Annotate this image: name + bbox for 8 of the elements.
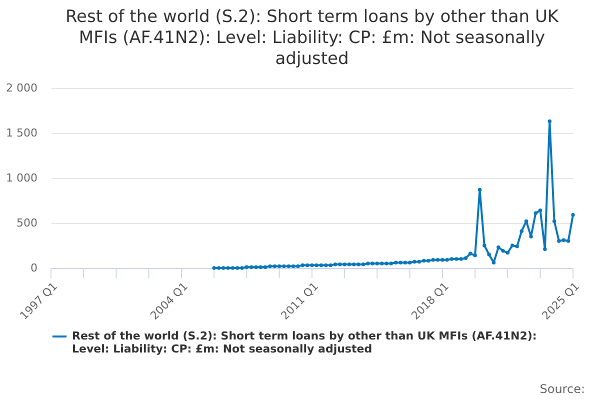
chart-title: Rest of the world (S.2): Short term loans by other than UK MFIs (AF.41N2): Level: Liability: CP: £m: Not seasonally adjusted: [65, 7, 560, 69]
y-tick-label: 1 000: [6, 172, 38, 184]
y-tick-label: 500: [16, 216, 38, 230]
source-note: Source:: [540, 382, 585, 396]
y-tick-label: 2 000: [6, 82, 38, 94]
y-tick-label: 0: [30, 262, 38, 274]
y-tick-label: 1 500: [6, 126, 38, 140]
legend-label: Rest of the world (S.2): Short term loans by other than UK MFIs (AF.41N2): Level: Liability: CP: £m: Not seasonally adjusted: [72, 330, 537, 356]
